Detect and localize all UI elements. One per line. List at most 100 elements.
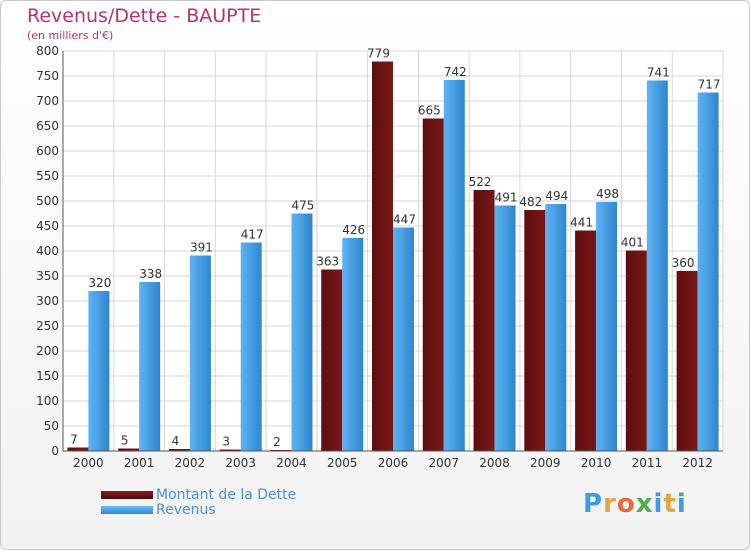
y-tick-label: 750 bbox=[36, 69, 59, 83]
bar-revenus bbox=[291, 213, 313, 451]
x-tick-label: 2003 bbox=[225, 456, 256, 470]
logo-letter: t bbox=[663, 489, 677, 519]
x-tick-label: 2012 bbox=[682, 456, 713, 470]
x-tick-label: 2002 bbox=[175, 456, 206, 470]
x-tick-label: 2001 bbox=[124, 456, 155, 470]
bar-dette bbox=[625, 250, 647, 451]
bar-revenus bbox=[494, 205, 516, 451]
legend-swatch-dette bbox=[101, 490, 153, 499]
logo-letter: i bbox=[653, 489, 664, 519]
bar-dette bbox=[118, 448, 140, 451]
labels-layer: 7 320 5 338 4 391 3 417 2 475 363 426 779 447 665 742 52… bbox=[70, 47, 721, 450]
bar-dette bbox=[524, 210, 546, 451]
bar-dette bbox=[473, 190, 495, 451]
y-tick-label: 50 bbox=[44, 419, 59, 433]
data-label: 5 bbox=[121, 434, 129, 448]
bar-revenus bbox=[342, 238, 364, 451]
data-label: 7 bbox=[70, 433, 78, 447]
bar-dette bbox=[219, 449, 241, 451]
y-tick-label: 800 bbox=[36, 44, 59, 58]
data-label: 494 bbox=[545, 189, 568, 203]
y-tick-label: 500 bbox=[36, 194, 59, 208]
x-tick-label: 2007 bbox=[428, 456, 459, 470]
y-tick-label: 200 bbox=[36, 344, 59, 358]
bar-revenus bbox=[139, 282, 161, 451]
proxiti-logo: Proxiti bbox=[583, 489, 687, 519]
x-tick-label: 2006 bbox=[378, 456, 409, 470]
data-label: 717 bbox=[698, 78, 721, 92]
y-tick-label: 600 bbox=[36, 144, 59, 158]
legend-label-dette: Montant de la Dette bbox=[156, 486, 297, 503]
y-tick-label: 100 bbox=[36, 394, 59, 408]
bar-revenus bbox=[697, 92, 719, 451]
x-tick-label: 2010 bbox=[581, 456, 612, 470]
data-label: 2 bbox=[273, 435, 281, 449]
data-label: 779 bbox=[367, 47, 390, 61]
logo-letter: r bbox=[603, 489, 617, 519]
data-label: 391 bbox=[190, 241, 213, 255]
y-tick-label: 700 bbox=[36, 94, 59, 108]
data-label: 475 bbox=[292, 199, 315, 213]
data-label: 742 bbox=[444, 65, 467, 79]
data-label: 3 bbox=[222, 435, 230, 449]
x-tick-label: 2004 bbox=[276, 456, 307, 470]
bar-dette bbox=[575, 230, 597, 451]
x-tick-label: 2000 bbox=[73, 456, 104, 470]
y-tick-label: 450 bbox=[36, 219, 59, 233]
legend-item-dette: Montant de la Dette bbox=[101, 486, 297, 503]
bar-revenus bbox=[88, 291, 110, 451]
data-label: 482 bbox=[519, 195, 542, 209]
legend-item-revenus: Revenus bbox=[101, 501, 296, 518]
bar-revenus bbox=[596, 202, 618, 451]
data-label: 426 bbox=[342, 223, 365, 237]
bar-revenus bbox=[646, 80, 668, 451]
chart-subtitle: (en milliers d'€) bbox=[27, 29, 114, 42]
x-tick-label: 2005 bbox=[327, 456, 358, 470]
x-tick-label: 2011 bbox=[632, 456, 663, 470]
data-label: 522 bbox=[469, 175, 492, 189]
legend-swatch-revenus bbox=[101, 505, 153, 514]
data-label: 401 bbox=[621, 236, 644, 250]
data-label: 363 bbox=[316, 255, 339, 269]
bar-revenus bbox=[545, 204, 567, 451]
data-label: 498 bbox=[596, 187, 619, 201]
bar-dette bbox=[321, 269, 343, 451]
data-label: 4 bbox=[172, 434, 180, 448]
x-tick-label: 2009 bbox=[530, 456, 561, 470]
bars-layer bbox=[67, 61, 719, 451]
y-tick-label: 550 bbox=[36, 169, 59, 183]
logo-letter: i bbox=[676, 489, 687, 519]
data-label: 417 bbox=[241, 228, 264, 242]
bar-dette bbox=[422, 118, 444, 451]
data-label: 320 bbox=[88, 276, 111, 290]
y-tick-label: 150 bbox=[36, 369, 59, 383]
bar-revenus bbox=[189, 255, 211, 451]
logo-letter: P bbox=[583, 489, 604, 519]
logo-letter: o bbox=[616, 489, 636, 519]
bar-revenus bbox=[443, 80, 465, 451]
data-label: 447 bbox=[393, 213, 416, 227]
bar-dette bbox=[372, 61, 393, 451]
bar-dette bbox=[676, 271, 698, 451]
bar-dette bbox=[67, 447, 89, 451]
data-label: 491 bbox=[495, 191, 518, 205]
y-tick-label: 350 bbox=[36, 269, 59, 283]
y-tick-label: 250 bbox=[36, 319, 59, 333]
bar-dette bbox=[168, 449, 190, 451]
axis-layer: 0 50 100 150 200 250 300 350 400 450 500 550 600 650 7… bbox=[36, 44, 723, 470]
bar-revenus bbox=[240, 242, 262, 451]
chart-title: Revenus/Dette - BAUPTE bbox=[27, 5, 262, 27]
y-tick-label: 300 bbox=[36, 294, 59, 308]
y-tick-label: 650 bbox=[36, 119, 59, 133]
data-label: 441 bbox=[570, 216, 593, 230]
bar-revenus bbox=[393, 227, 414, 451]
data-label: 360 bbox=[672, 256, 695, 270]
logo-letter: x bbox=[635, 489, 654, 519]
y-tick-label: 0 bbox=[51, 444, 59, 458]
legend: Montant de la Dette Revenus bbox=[101, 486, 297, 518]
legend-label-revenus: Revenus bbox=[156, 501, 216, 518]
data-label: 741 bbox=[647, 66, 670, 80]
x-tick-label: 2008 bbox=[479, 456, 510, 470]
